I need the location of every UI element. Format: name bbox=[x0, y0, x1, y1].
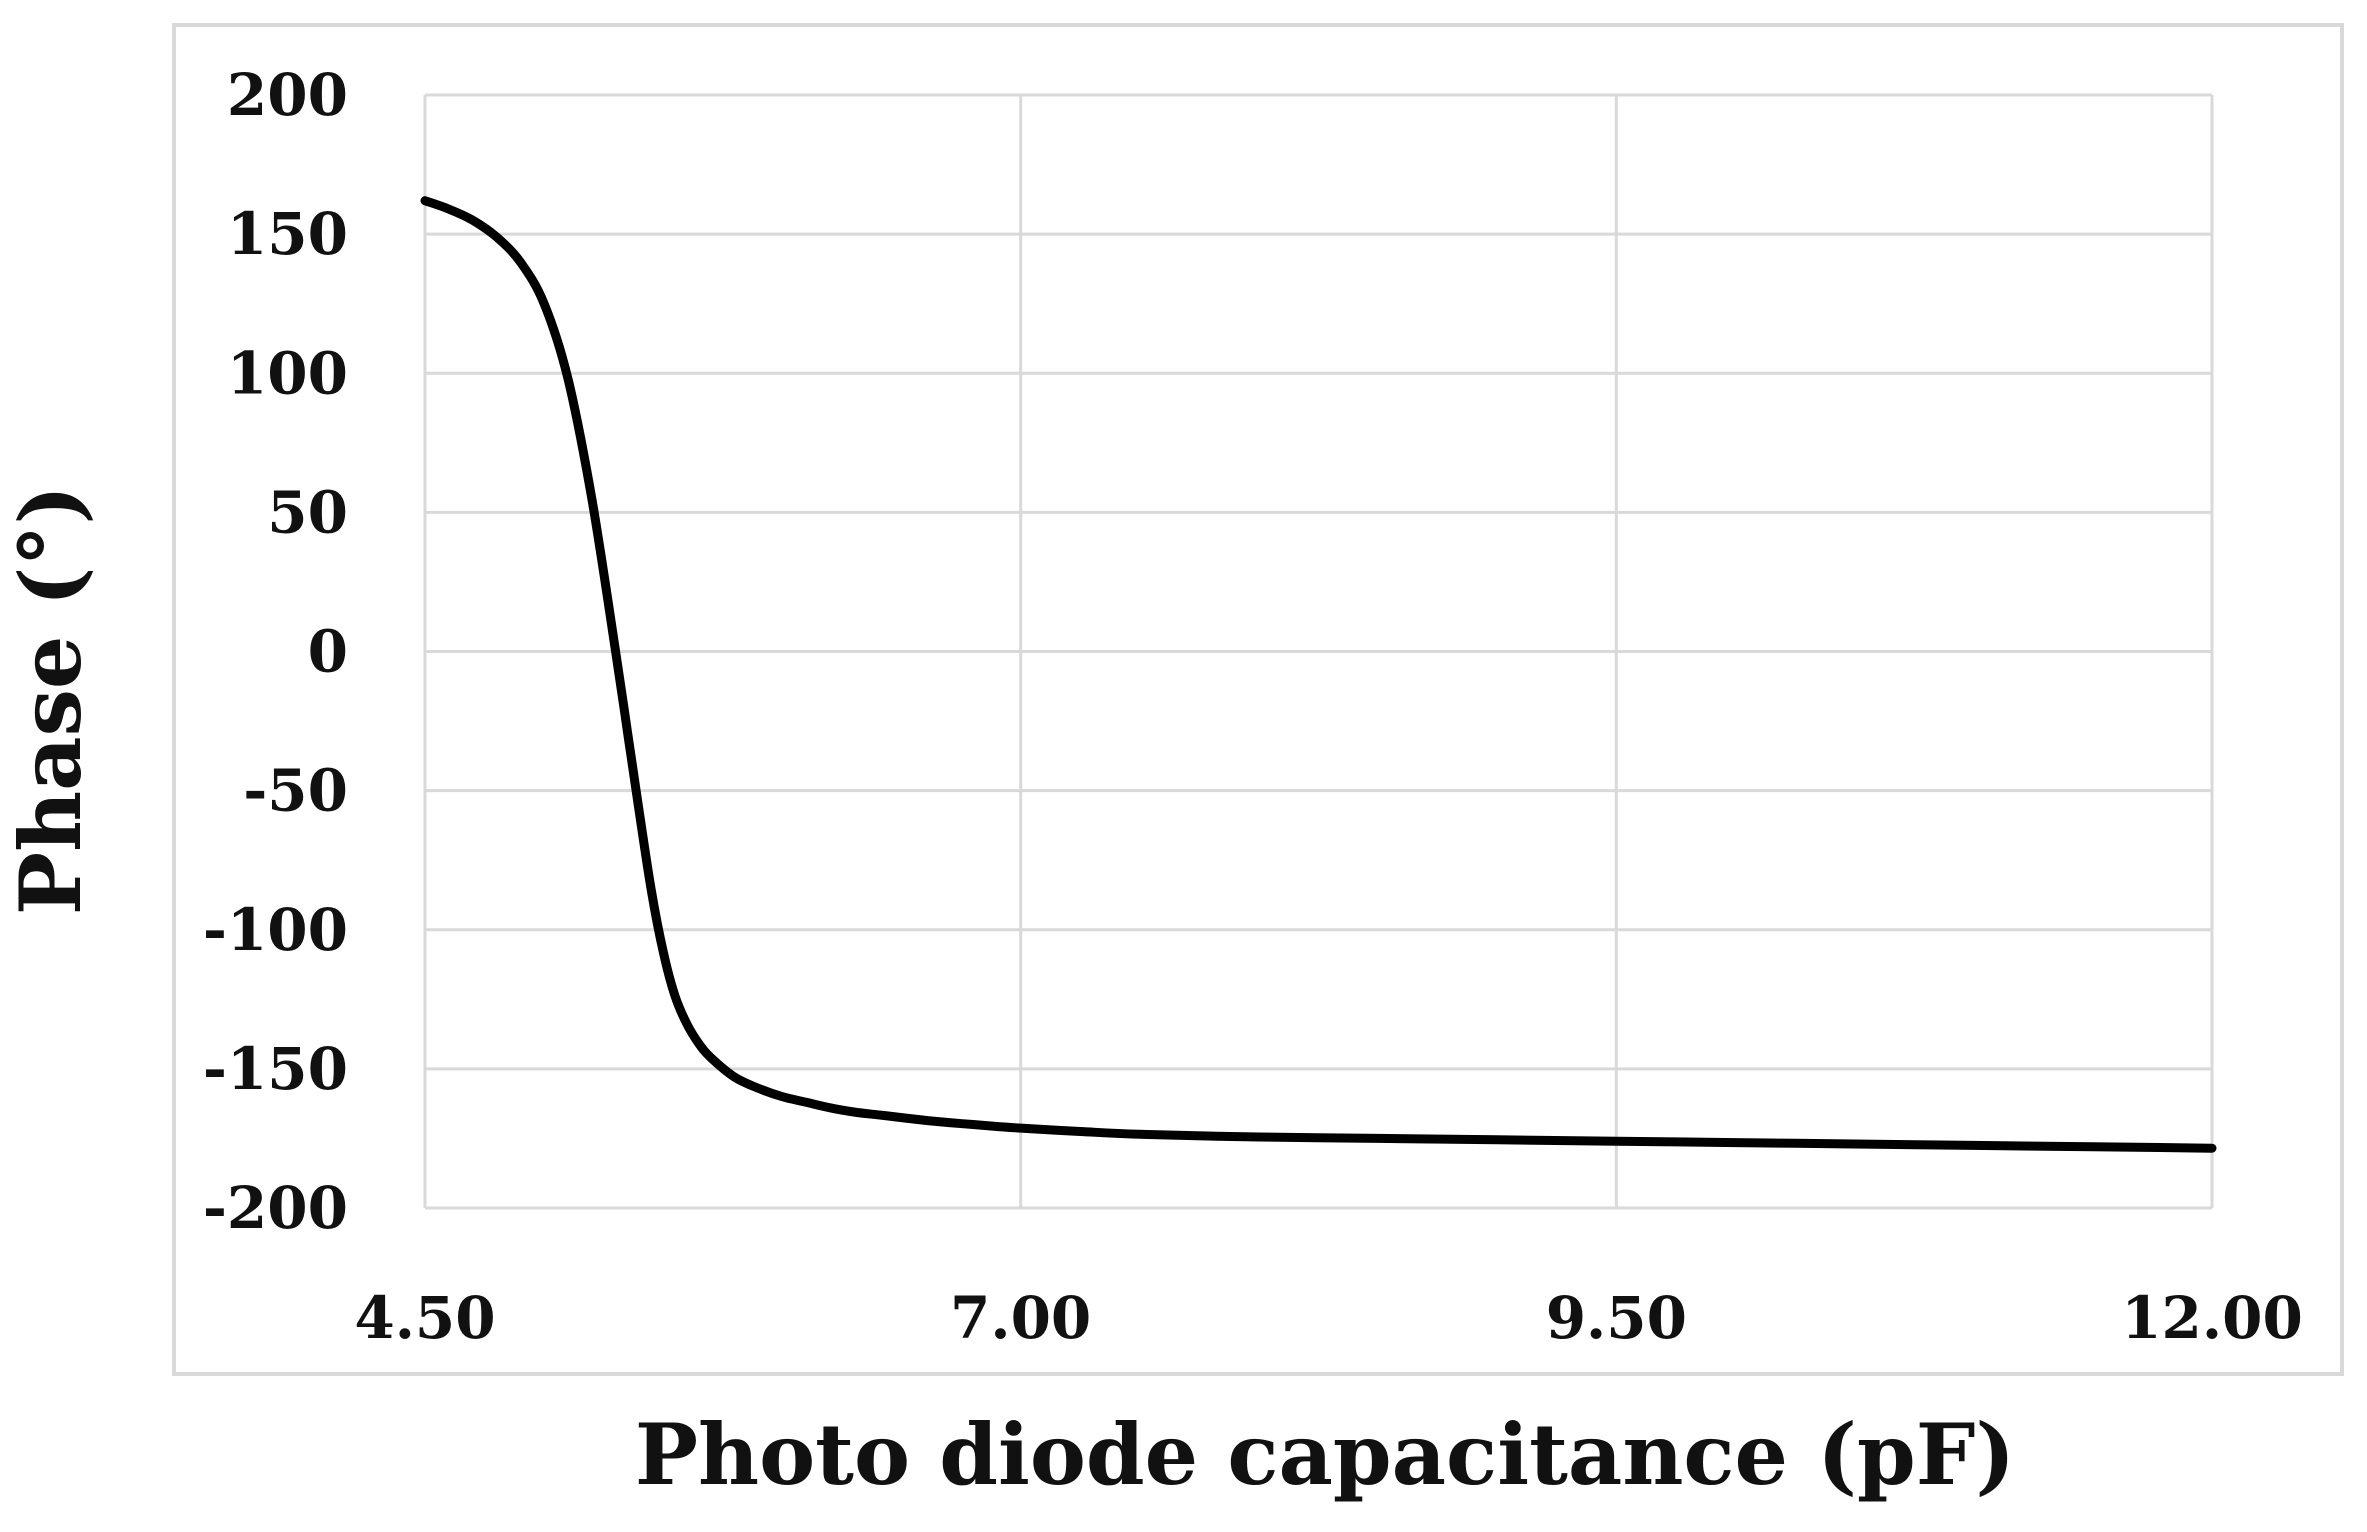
chart-frame bbox=[172, 23, 2344, 1376]
y-tick-label: 200 bbox=[227, 61, 348, 129]
x-tick-label: 12.00 bbox=[2121, 1284, 2303, 1352]
x-axis-title: Photo diode capacitance (pF) bbox=[635, 1405, 2015, 1504]
y-tick-label: 100 bbox=[227, 339, 348, 407]
y-tick-label: 0 bbox=[308, 618, 348, 686]
y-tick-label: 150 bbox=[227, 200, 348, 268]
y-tick-label: -100 bbox=[203, 896, 348, 964]
x-tick-label: 7.00 bbox=[950, 1284, 1091, 1352]
x-tick-label: 4.50 bbox=[354, 1284, 495, 1352]
y-tick-label: -200 bbox=[203, 1174, 348, 1242]
x-tick-labels: 4.50 7.00 9.50 12.00 bbox=[354, 1284, 2302, 1352]
y-tick-label: -50 bbox=[243, 757, 348, 825]
gridlines bbox=[423, 93, 2214, 1210]
x-tick-label: 9.50 bbox=[1546, 1284, 1687, 1352]
phase-series-line bbox=[420, 196, 2217, 1153]
y-axis-title: Phase (°) bbox=[1, 485, 100, 915]
y-tick-labels: 200 150 100 50 0 -50 -100 -150 -200 bbox=[203, 61, 348, 1242]
y-tick-label: 50 bbox=[267, 478, 348, 546]
series-layer bbox=[420, 196, 2217, 1153]
y-tick-label: -150 bbox=[203, 1035, 348, 1103]
